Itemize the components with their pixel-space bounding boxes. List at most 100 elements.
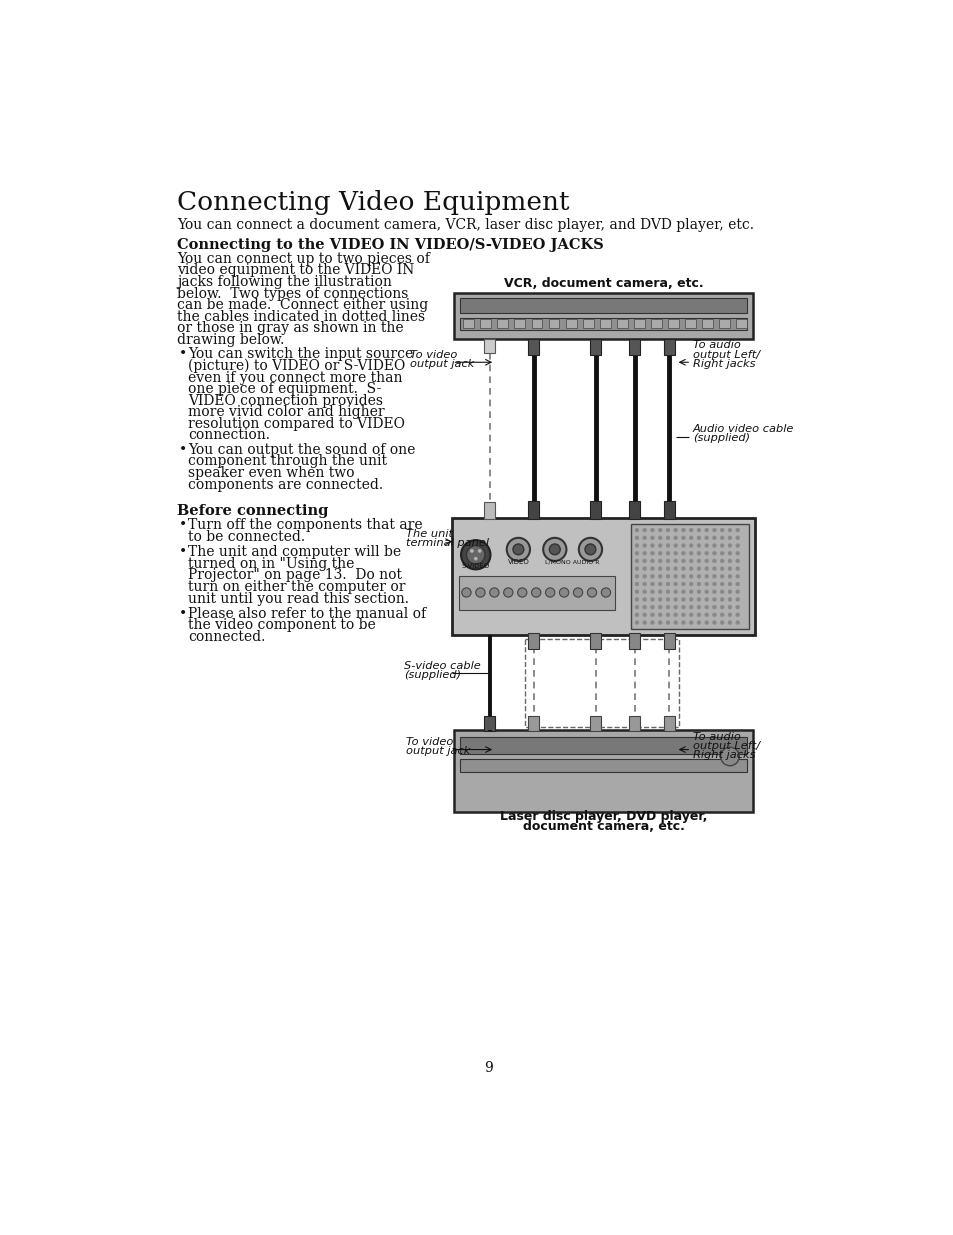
Circle shape bbox=[650, 536, 654, 540]
Bar bbox=[459, 737, 746, 755]
Text: VIDEO connection provides: VIDEO connection provides bbox=[188, 394, 383, 408]
Circle shape bbox=[735, 567, 739, 571]
Circle shape bbox=[545, 588, 555, 597]
Bar bbox=[454, 730, 753, 811]
Circle shape bbox=[642, 551, 646, 556]
Bar bbox=[630, 524, 748, 629]
Bar bbox=[663, 716, 674, 731]
Circle shape bbox=[697, 529, 700, 532]
Circle shape bbox=[712, 551, 716, 556]
Circle shape bbox=[688, 543, 693, 547]
Circle shape bbox=[665, 582, 669, 585]
Circle shape bbox=[650, 590, 654, 594]
Bar bbox=[663, 340, 674, 354]
Bar bbox=[459, 298, 746, 312]
Text: output jack: output jack bbox=[410, 359, 474, 369]
Circle shape bbox=[673, 598, 677, 601]
Bar bbox=[528, 340, 538, 354]
Circle shape bbox=[658, 543, 661, 547]
Bar bbox=[454, 293, 753, 340]
Circle shape bbox=[658, 590, 661, 594]
Circle shape bbox=[658, 605, 661, 609]
Text: You can output the sound of one: You can output the sound of one bbox=[188, 443, 416, 457]
Circle shape bbox=[665, 574, 669, 578]
Bar bbox=[736, 319, 746, 329]
Circle shape bbox=[712, 613, 716, 616]
Text: components are connected.: components are connected. bbox=[188, 478, 383, 492]
Circle shape bbox=[680, 582, 684, 585]
Circle shape bbox=[513, 543, 523, 555]
Circle shape bbox=[688, 582, 693, 585]
Circle shape bbox=[712, 590, 716, 594]
Bar bbox=[565, 319, 576, 329]
Text: S-VIDEO: S-VIDEO bbox=[461, 563, 489, 569]
Circle shape bbox=[704, 582, 708, 585]
Circle shape bbox=[673, 613, 677, 616]
Circle shape bbox=[697, 543, 700, 547]
Circle shape bbox=[680, 543, 684, 547]
Circle shape bbox=[727, 582, 731, 585]
Circle shape bbox=[665, 543, 669, 547]
Circle shape bbox=[680, 621, 684, 625]
Circle shape bbox=[727, 613, 731, 616]
Circle shape bbox=[720, 590, 723, 594]
Text: L/MONO AUDIO R: L/MONO AUDIO R bbox=[545, 559, 599, 564]
Circle shape bbox=[658, 582, 661, 585]
Circle shape bbox=[635, 605, 639, 609]
Circle shape bbox=[665, 567, 669, 571]
Circle shape bbox=[474, 557, 476, 561]
Circle shape bbox=[712, 529, 716, 532]
Circle shape bbox=[466, 546, 484, 564]
Text: S-video cable: S-video cable bbox=[404, 661, 480, 671]
Circle shape bbox=[720, 621, 723, 625]
Bar bbox=[528, 501, 538, 520]
Text: Connecting Video Equipment: Connecting Video Equipment bbox=[177, 190, 569, 215]
Circle shape bbox=[650, 529, 654, 532]
Text: 9: 9 bbox=[484, 1061, 493, 1076]
Text: unit until you read this section.: unit until you read this section. bbox=[188, 592, 409, 605]
Circle shape bbox=[697, 598, 700, 601]
Circle shape bbox=[704, 559, 708, 563]
Text: To audio: To audio bbox=[692, 341, 740, 351]
Circle shape bbox=[642, 605, 646, 609]
Circle shape bbox=[688, 559, 693, 563]
Circle shape bbox=[489, 588, 498, 597]
Circle shape bbox=[697, 567, 700, 571]
Circle shape bbox=[680, 590, 684, 594]
Circle shape bbox=[650, 582, 654, 585]
Circle shape bbox=[727, 605, 731, 609]
Circle shape bbox=[727, 621, 731, 625]
Text: VIDEO: VIDEO bbox=[507, 559, 529, 564]
Circle shape bbox=[673, 605, 677, 609]
Circle shape bbox=[673, 536, 677, 540]
Circle shape bbox=[635, 613, 639, 616]
Circle shape bbox=[735, 613, 739, 616]
Text: output jack: output jack bbox=[406, 746, 470, 756]
Bar bbox=[590, 634, 600, 648]
Circle shape bbox=[712, 559, 716, 563]
Text: connection.: connection. bbox=[188, 429, 270, 442]
Circle shape bbox=[642, 574, 646, 578]
Circle shape bbox=[665, 551, 669, 556]
Text: VCR, document camera, etc.: VCR, document camera, etc. bbox=[503, 277, 702, 290]
Circle shape bbox=[712, 574, 716, 578]
Text: To audio: To audio bbox=[692, 731, 740, 741]
Circle shape bbox=[712, 582, 716, 585]
Circle shape bbox=[642, 536, 646, 540]
Circle shape bbox=[680, 605, 684, 609]
Text: terminal panel: terminal panel bbox=[406, 538, 489, 548]
Text: even if you connect more than: even if you connect more than bbox=[188, 370, 402, 384]
Circle shape bbox=[635, 529, 639, 532]
Text: •: • bbox=[179, 443, 187, 457]
Text: •: • bbox=[179, 519, 187, 532]
Circle shape bbox=[704, 551, 708, 556]
Circle shape bbox=[658, 551, 661, 556]
Text: Right jacks: Right jacks bbox=[692, 359, 755, 369]
Circle shape bbox=[658, 621, 661, 625]
Text: more vivid color and higher: more vivid color and higher bbox=[188, 405, 384, 419]
Circle shape bbox=[642, 567, 646, 571]
Circle shape bbox=[727, 551, 731, 556]
Text: To video: To video bbox=[406, 737, 453, 747]
Circle shape bbox=[506, 537, 530, 561]
Bar bbox=[663, 501, 674, 520]
